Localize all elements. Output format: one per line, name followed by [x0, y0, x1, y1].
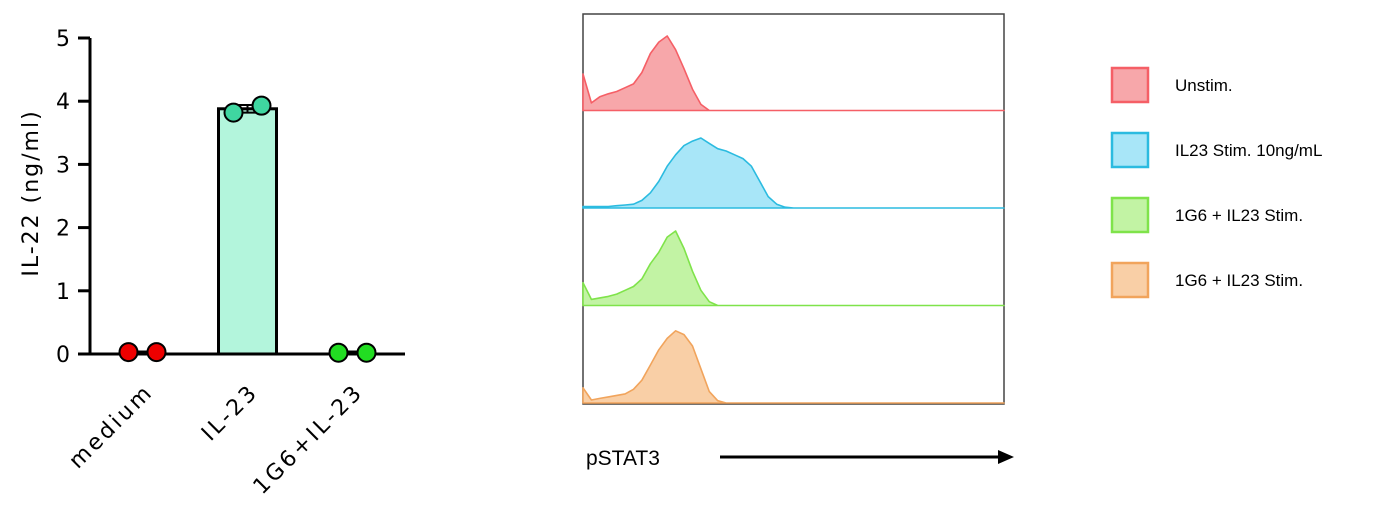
y-tick-label: 3: [56, 153, 70, 178]
legend-swatch: [1110, 131, 1150, 169]
legend: Unstim. IL23 Stim. 10ng/mL 1G6 + IL23 Stim…: [1110, 66, 1322, 299]
category-label: medium: [64, 380, 158, 474]
y-tick-labels: 0 1 2 3 4 5: [56, 27, 70, 368]
y-tick-label: 5: [56, 27, 70, 52]
histogram-frame: [582, 13, 1005, 405]
category-label: IL-23: [197, 380, 264, 447]
histogram-curve: [582, 230, 1005, 307]
y-tick-label: 4: [56, 90, 70, 115]
data-point: [223, 102, 244, 123]
histogram-curve: [582, 35, 1005, 112]
data-point: [251, 95, 272, 116]
histogram-curve: [582, 330, 1005, 404]
y-tick-label: 2: [56, 217, 70, 242]
legend-label: 1G6 + IL23 Stim.: [1175, 206, 1303, 225]
x-axis-label: pSTAT3: [586, 447, 660, 470]
data-point: [146, 342, 167, 363]
legend-label: IL23 Stim. 10ng/mL: [1175, 141, 1322, 160]
category-label: 1G6+IL-23: [249, 380, 369, 500]
data-point: [328, 342, 349, 363]
data-point: [118, 342, 139, 363]
y-tick-label: 0: [56, 343, 70, 368]
arrow-icon: [720, 450, 1014, 464]
histogram-curve: [582, 137, 1005, 209]
legend-label: Unstim.: [1175, 76, 1233, 95]
legend-swatch: [1110, 66, 1150, 104]
y-axis-label: IL-22 (ng/ml): [19, 109, 44, 276]
histogram-series: [582, 35, 1005, 404]
histogram-chart: pSTAT3: [582, 13, 1014, 470]
legend-label: 1G6 + IL23 Stim.: [1175, 271, 1303, 290]
data-point: [356, 342, 377, 363]
legend-swatch: [1110, 261, 1150, 299]
bar-series: [133, 103, 362, 356]
y-tick-label: 1: [56, 280, 70, 305]
bar-points: [118, 95, 377, 363]
legend-swatch: [1110, 196, 1150, 234]
bar: [217, 107, 278, 356]
